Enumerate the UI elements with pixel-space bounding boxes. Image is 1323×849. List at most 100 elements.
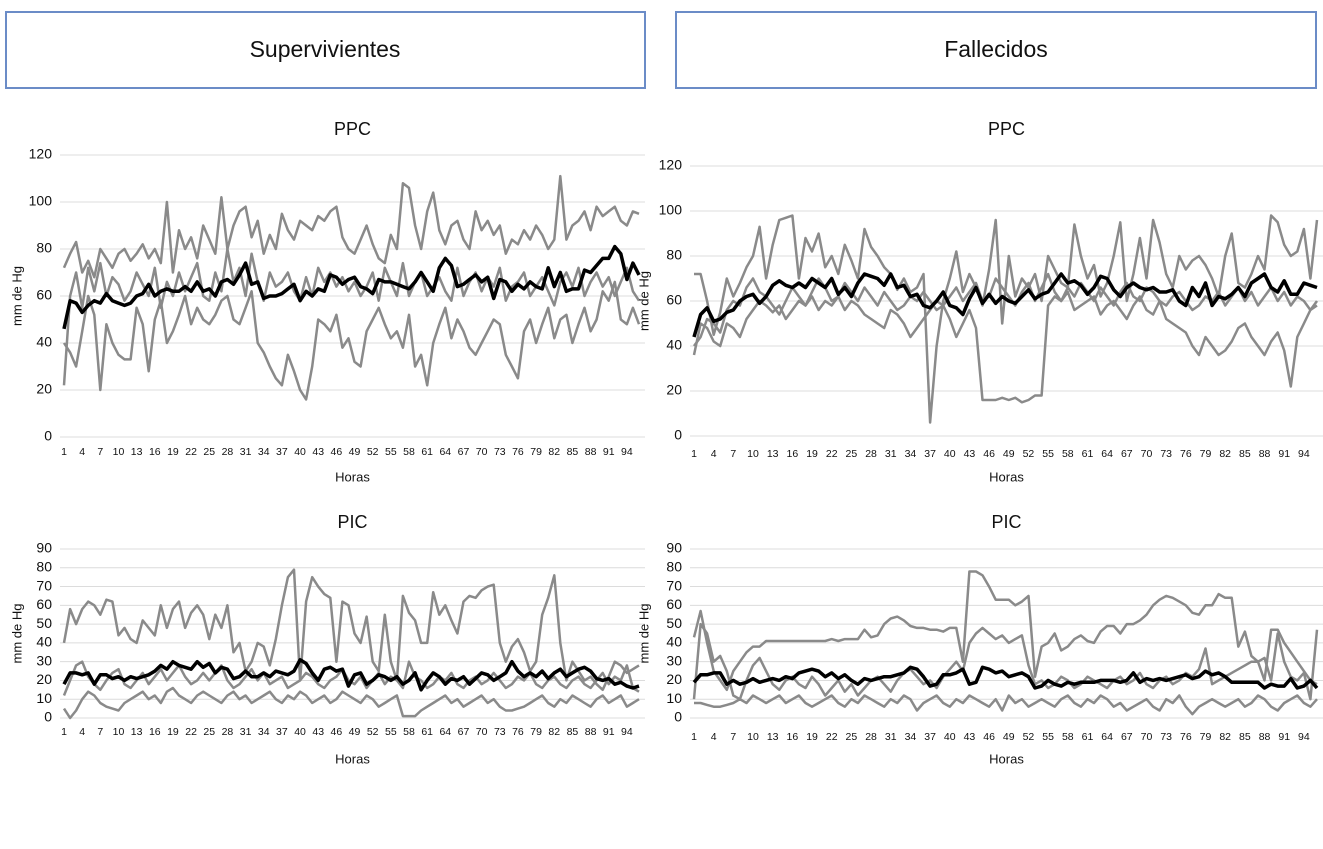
x-tick-label: 22 <box>826 731 838 743</box>
x-tick-label: 85 <box>567 446 579 458</box>
y-tick-label: 100 <box>659 202 683 218</box>
x-tick-label: 58 <box>1062 448 1074 460</box>
y-tick-label: 0 <box>674 427 682 443</box>
x-tick-label: 88 <box>585 726 597 738</box>
series-line <box>692 272 1318 347</box>
x-tick-label: 4 <box>79 446 85 458</box>
x-tick-label: 4 <box>711 731 717 743</box>
x-tick-label: 25 <box>846 731 858 743</box>
series-line <box>692 622 1319 701</box>
x-tick-label: 61 <box>1082 731 1094 743</box>
x-tick-label: 70 <box>476 726 488 738</box>
series-line <box>694 214 1319 424</box>
x-tick-label: 1 <box>691 731 697 743</box>
x-tick-label: 25 <box>203 726 215 738</box>
y-tick-label: 0 <box>44 428 52 444</box>
x-tick-label: 1 <box>61 446 67 458</box>
chart-title: PIC <box>991 512 1021 532</box>
y-tick-label: 0 <box>44 709 52 725</box>
x-tick-label: 64 <box>439 446 451 458</box>
y-tick-label: 60 <box>666 596 682 612</box>
x-tick-label: 82 <box>1219 448 1231 460</box>
x-tick-label: 22 <box>826 448 838 460</box>
x-tick-label: 58 <box>1062 731 1074 743</box>
x-tick-label: 37 <box>276 726 288 738</box>
x-tick-label: 28 <box>222 446 234 458</box>
x-tick-label: 91 <box>1278 448 1290 460</box>
x-tick-label: 52 <box>367 446 379 458</box>
x-tick-label: 34 <box>258 726 270 738</box>
panel-box <box>5 11 646 89</box>
series-line <box>62 568 640 692</box>
x-tick-label: 67 <box>458 726 470 738</box>
series-line <box>692 272 1318 338</box>
x-tick-label: 28 <box>865 448 877 460</box>
y-tick-label: 20 <box>666 671 682 687</box>
series-line <box>62 244 641 330</box>
y-tick-label: 30 <box>36 652 52 668</box>
y-tick-label: 50 <box>666 615 682 631</box>
x-axis-label: Horas <box>335 469 370 484</box>
x-tick-label: 40 <box>944 731 956 743</box>
y-tick-label: 0 <box>674 709 682 725</box>
y-tick-label: 20 <box>666 382 682 398</box>
x-tick-label: 61 <box>421 726 433 738</box>
panel-title: Supervivientes <box>250 36 401 62</box>
x-axis-label: Horas <box>989 751 1024 766</box>
x-tick-label: 46 <box>331 726 343 738</box>
x-tick-label: 43 <box>964 448 976 460</box>
y-tick-label: 40 <box>666 634 682 650</box>
x-tick-label: 40 <box>944 448 956 460</box>
x-tick-label: 16 <box>149 726 161 738</box>
x-tick-label: 88 <box>1259 448 1271 460</box>
y-tick-label: 120 <box>29 146 53 162</box>
x-tick-label: 49 <box>1003 731 1015 743</box>
x-tick-label: 82 <box>1219 731 1231 743</box>
x-tick-label: 76 <box>1180 731 1192 743</box>
series-line <box>62 174 640 279</box>
y-tick-label: 80 <box>36 558 52 574</box>
x-tick-label: 31 <box>240 726 252 738</box>
x-tick-label: 55 <box>1042 731 1054 743</box>
x-tick-label: 67 <box>458 446 470 458</box>
series-line <box>692 290 1319 404</box>
x-tick-label: 94 <box>1298 731 1310 743</box>
x-tick-label: 13 <box>767 448 779 460</box>
x-tick-label: 49 <box>1003 448 1015 460</box>
panel-box <box>675 11 1317 89</box>
x-tick-label: 61 <box>1082 448 1094 460</box>
x-tick-label: 70 <box>1141 731 1153 743</box>
x-tick-label: 73 <box>1160 731 1172 743</box>
x-tick-label: 19 <box>167 446 179 458</box>
x-tick-label: 13 <box>131 446 143 458</box>
x-tick-label: 19 <box>806 731 818 743</box>
y-tick-label: 80 <box>666 247 682 263</box>
x-tick-label: 37 <box>924 448 936 460</box>
x-tick-label: 94 <box>1298 448 1310 460</box>
y-tick-label: 30 <box>666 652 682 668</box>
x-tick-label: 16 <box>149 446 161 458</box>
series-line <box>62 658 640 692</box>
x-tick-label: 4 <box>79 726 85 738</box>
x-tick-label: 94 <box>621 446 633 458</box>
x-tick-label: 10 <box>747 731 759 743</box>
x-tick-label: 13 <box>767 731 779 743</box>
x-tick-label: 82 <box>548 726 560 738</box>
x-tick-label: 55 <box>1042 448 1054 460</box>
x-tick-label: 34 <box>258 446 270 458</box>
x-tick-label: 16 <box>787 731 799 743</box>
x-tick-label: 61 <box>421 446 433 458</box>
x-tick-label: 52 <box>367 726 379 738</box>
x-tick-label: 70 <box>476 446 488 458</box>
chart-title: PPC <box>988 119 1025 139</box>
x-tick-label: 79 <box>1200 731 1212 743</box>
x-tick-label: 73 <box>494 446 506 458</box>
x-tick-label: 94 <box>621 726 633 738</box>
x-tick-label: 46 <box>983 448 995 460</box>
x-tick-label: 1 <box>61 726 67 738</box>
y-tick-label: 120 <box>659 157 683 173</box>
x-tick-label: 73 <box>494 726 506 738</box>
y-tick-label: 40 <box>36 334 52 350</box>
x-tick-label: 67 <box>1121 731 1133 743</box>
